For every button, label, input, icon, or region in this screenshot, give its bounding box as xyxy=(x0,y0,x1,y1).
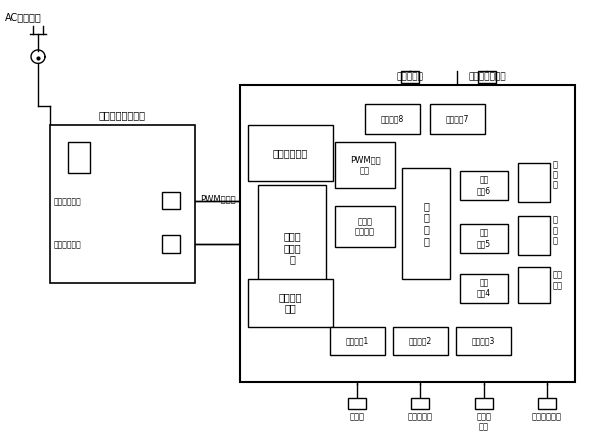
Bar xyxy=(430,104,485,134)
Text: PWM控制
电路: PWM控制 电路 xyxy=(350,156,380,175)
Text: 制冷器: 制冷器 xyxy=(349,412,365,421)
Bar xyxy=(460,224,508,253)
Text: 控制
电路6: 控制 电路6 xyxy=(477,176,491,195)
Bar xyxy=(335,142,395,188)
Text: 控制电路8: 控制电路8 xyxy=(381,114,404,124)
Text: 控制电路3: 控制电路3 xyxy=(472,337,495,346)
Text: 箱内
照明: 箱内 照明 xyxy=(553,271,563,290)
Text: AC电源输入: AC电源输入 xyxy=(5,12,42,22)
Bar xyxy=(50,125,195,283)
Text: 控制
电路4: 控制 电路4 xyxy=(477,279,491,298)
Bar xyxy=(402,168,450,279)
Bar xyxy=(518,267,550,304)
Text: 主
控
制
器: 主 控 制 器 xyxy=(423,201,429,246)
Bar xyxy=(248,125,333,181)
Bar xyxy=(248,279,333,327)
Text: 控制电路1: 控制电路1 xyxy=(346,337,369,346)
Bar xyxy=(335,206,395,247)
Text: 制冷输出
电压: 制冷输出 电压 xyxy=(279,292,303,313)
Text: 制冷控制电路: 制冷控制电路 xyxy=(54,197,82,206)
Text: 显
示
器: 显 示 器 xyxy=(553,216,558,245)
Bar xyxy=(348,397,366,409)
Bar xyxy=(475,397,493,409)
Bar xyxy=(258,185,326,310)
Bar xyxy=(365,104,420,134)
Text: 继电器
冷热转
换: 继电器 冷热转 换 xyxy=(283,231,301,264)
Bar xyxy=(330,327,385,356)
Text: 继电器
控制电路: 继电器 控制电路 xyxy=(355,217,375,236)
Bar xyxy=(518,216,550,254)
Text: 箱内温度感应器: 箱内温度感应器 xyxy=(468,73,506,82)
Bar xyxy=(401,71,419,83)
Bar xyxy=(460,171,508,200)
Text: 湿度感应器: 湿度感应器 xyxy=(397,73,423,82)
Text: 制冷输入电压: 制冷输入电压 xyxy=(273,148,308,158)
Bar xyxy=(456,327,511,356)
Text: 控制电路7: 控制电路7 xyxy=(446,114,469,124)
Text: PWM数据线: PWM数据线 xyxy=(200,194,236,203)
Text: 制冷输出电压: 制冷输出电压 xyxy=(54,241,82,249)
Text: 控制
电路5: 控制 电路5 xyxy=(477,229,491,248)
Bar xyxy=(460,274,508,302)
Bar xyxy=(162,192,180,210)
Bar xyxy=(518,163,550,202)
Text: 环境感
应器: 环境感 应器 xyxy=(477,412,491,432)
Bar xyxy=(411,397,429,409)
Text: 冷翅片感应器: 冷翅片感应器 xyxy=(532,412,562,421)
Bar xyxy=(478,71,496,83)
Bar xyxy=(240,85,575,382)
Text: 光
环
灯: 光 环 灯 xyxy=(553,160,558,190)
Text: 内循环风扇: 内循环风扇 xyxy=(407,412,433,421)
Bar xyxy=(538,397,556,409)
Text: 开关电源控制电路: 开关电源控制电路 xyxy=(99,110,146,120)
Text: 控制电路2: 控制电路2 xyxy=(409,337,432,346)
Bar xyxy=(162,235,180,253)
Bar xyxy=(68,142,90,173)
Bar xyxy=(393,327,448,356)
